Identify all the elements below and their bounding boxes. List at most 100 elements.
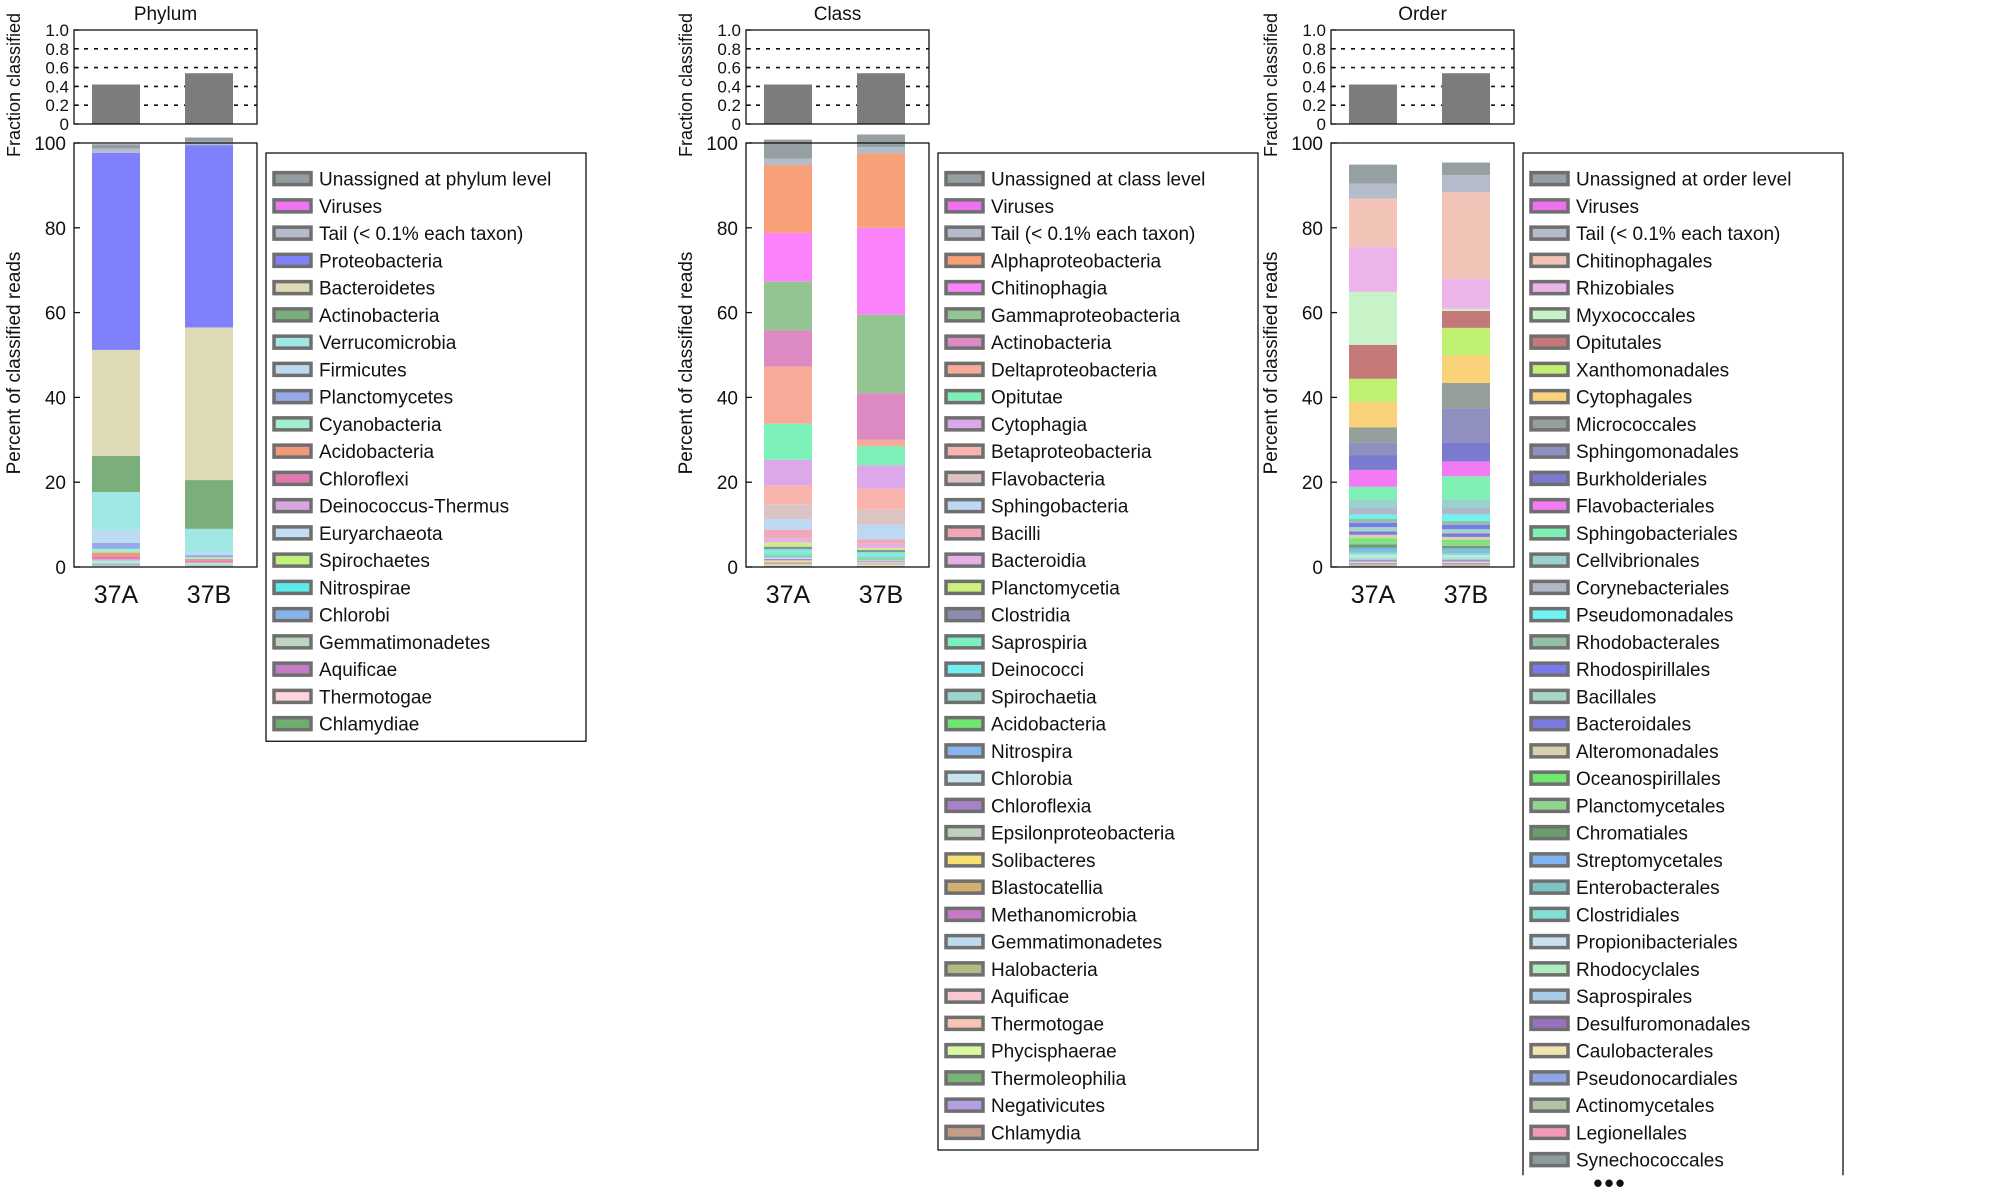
axes-frame: [73, 142, 258, 568]
legend-label-enterobacterales: Enterobacterales: [1576, 878, 1720, 899]
bar-segment-37a-planctomycetia: [764, 542, 812, 547]
legend-label-blastocatellia: Blastocatellia: [991, 878, 1103, 899]
legend-swatch-halobacteria: [944, 961, 985, 977]
legend-label-nitrospira: Nitrospira: [991, 742, 1073, 763]
bar-segment-37b-rhodobacterales: [1442, 520, 1490, 526]
fraction-tick-label: 0.2: [717, 96, 741, 115]
legend-label-synechococcales: Synechococcales: [1576, 1151, 1724, 1172]
legend-label-euryarchaeota: Euryarchaeota: [319, 524, 443, 545]
fraction-bar-37a: [764, 84, 812, 124]
bar-segment-37b-euryarchaeota: [185, 563, 233, 565]
legend-swatch-actinobacteria: [944, 334, 985, 350]
legend-swatch-negativicutes: [944, 1097, 985, 1113]
bar-segment-37b-betaproteobacteria: [857, 488, 905, 510]
bar-segment-37a-saprospirales: [1349, 558, 1397, 561]
legend-swatch-nitrospirae: [272, 579, 313, 596]
legend-swatch-cytophagia: [944, 416, 985, 432]
y-tick-label: 20: [1302, 473, 1323, 494]
bar-segment-37a-chromatiales: [1349, 544, 1397, 548]
legend-swatch-planctomycetia: [944, 579, 985, 596]
fraction-tick-label: 0.8: [1302, 40, 1326, 59]
legend-swatch-actinomycetales: [1529, 1097, 1570, 1113]
legend-label-nitrospirae: Nitrospirae: [319, 578, 411, 599]
legend-swatch-sphingobacteriales: [1529, 525, 1570, 541]
legend-swatch-planctomycetales: [1529, 797, 1570, 814]
y-tick-label: 60: [45, 304, 66, 325]
legend-swatch-thermotogae: [272, 688, 313, 705]
bar-segment-37a-desulfuromonadales: [1349, 560, 1397, 562]
legend-label-chitinophagales: Chitinophagales: [1576, 251, 1712, 272]
legend-label-clostridia: Clostridia: [991, 606, 1071, 627]
legend-swatch-bacteroidetes: [272, 279, 313, 296]
bar-segment-37b-corynebacteriales: [1442, 508, 1490, 515]
bar-segment-37b-myxococcales: [1442, 308, 1490, 311]
legend-label-bacteroidia: Bacteroidia: [991, 551, 1086, 572]
bar-segment-37a-sphingobacteria: [764, 519, 812, 530]
x-tick-label: 37B: [187, 581, 231, 609]
legend-label-thermoleophilia: Thermoleophilia: [991, 1069, 1127, 1090]
fraction-y-axis-label: Fraction classified: [4, 13, 24, 157]
legend-label-solibacteres: Solibacteres: [991, 851, 1096, 872]
legend-swatch-pseudonocardiales: [1529, 1070, 1570, 1086]
bar-segment-37b-clostridia: [857, 550, 905, 553]
bar-segment-37b-legionellales: [1442, 565, 1490, 567]
legend-label-sphingobacteria: Sphingobacteria: [991, 497, 1129, 518]
bar-segment-37b-sphingomonadales: [1442, 408, 1490, 443]
fraction-tick-label: 0.4: [717, 77, 741, 96]
legend-swatch-spirochaetia: [944, 688, 985, 705]
bar-segment-37a-chlorobi: [92, 564, 140, 565]
fraction-bar-37b: [857, 73, 905, 124]
bar-segment-37b-planctomycetes: [185, 555, 233, 558]
legend-label-viruses: Viruses: [1576, 197, 1639, 218]
legend-swatch-tail-0-1-each-taxon: [272, 225, 313, 241]
bar-segment-37a-rhodocyclales: [1349, 556, 1397, 559]
fraction-y-axis-label: Fraction classified: [1261, 13, 1281, 157]
legend-swatch-tail-0-1-each-taxon: [944, 225, 985, 241]
legend-swatch-verrucomicrobia: [272, 334, 313, 350]
legend-swatch-burkholderiales: [1529, 470, 1570, 487]
legend-swatch-propionibacteriales: [1529, 933, 1570, 950]
legend-swatch-bacteroidia: [944, 552, 985, 568]
bar-segment-37a-deinococcus-thermus: [92, 558, 140, 561]
bar-segment-37b-deltaproteobacteria: [857, 439, 905, 447]
legend-swatch-oceanospirillales: [1529, 770, 1570, 786]
bar-segment-37b-micrococcales: [1442, 382, 1490, 409]
legend-swatch-aquificae: [944, 988, 985, 1004]
bar-segment-37a-unassigned-at-class-level: [764, 139, 812, 159]
bar-segment-37b-rhodocyclales: [1442, 556, 1490, 559]
bar-segment-37a-planctomycetes: [92, 542, 140, 549]
legend-swatch-bacilli: [944, 525, 985, 541]
legend-swatch-firmicutes: [272, 361, 313, 378]
bar-segment-37a-propionibacteriales: [1349, 554, 1397, 557]
legend-label-chloroflexi: Chloroflexi: [319, 469, 409, 490]
bar-segment-37a-sphingomonadales: [1349, 442, 1397, 456]
bar-segment-37a-alphaproteobacteria: [764, 165, 812, 233]
y-tick-label: 100: [1291, 134, 1323, 155]
bar-segment-37b-cyanobacteria: [185, 557, 233, 559]
y-tick-label: 0: [55, 558, 66, 579]
legend-label-gammaproteobacteria: Gammaproteobacteria: [991, 306, 1180, 327]
legend-swatch-nitrospira: [944, 743, 985, 759]
bar-segment-37b-acidobacteria: [857, 557, 905, 559]
legend-swatch-chlamydia: [944, 1124, 985, 1141]
bar-segment-37b-rhizobiales: [1442, 279, 1490, 309]
legend-label-epsilonproteobacteria: Epsilonproteobacteria: [991, 824, 1175, 845]
legend-label-negativicutes: Negativicutes: [991, 1096, 1105, 1117]
bar-segment-37b-desulfuromonadales: [1442, 560, 1490, 562]
bar-segment-37b-flavobacteria: [857, 509, 905, 525]
bar-segment-37a-alteromonadales: [1349, 534, 1397, 539]
legend-label-actinobacteria: Actinobacteria: [319, 306, 440, 327]
legend-frame: [937, 152, 1259, 1151]
legend-label-phycisphaerae: Phycisphaerae: [991, 1042, 1117, 1063]
bar-segment-37a-actinobacteria: [764, 330, 812, 367]
legend-label-chlorobia: Chlorobia: [991, 769, 1073, 790]
legend-swatch-proteobacteria: [272, 252, 313, 269]
legend-label-cellvibrionales: Cellvibrionales: [1576, 551, 1700, 572]
bar-segment-37b-caulobacterales: [1442, 561, 1490, 563]
bar-segment-37b-rhodospirillales: [1442, 525, 1490, 530]
bar-segment-37a-chloroflexi: [92, 556, 140, 559]
legend-label-chromatiales: Chromatiales: [1576, 824, 1688, 845]
legend-label-gemmatimonadetes: Gemmatimonadetes: [991, 933, 1162, 954]
legend-label-chlamydiae: Chlamydiae: [319, 715, 419, 736]
legend-swatch-viruses: [1529, 198, 1570, 214]
